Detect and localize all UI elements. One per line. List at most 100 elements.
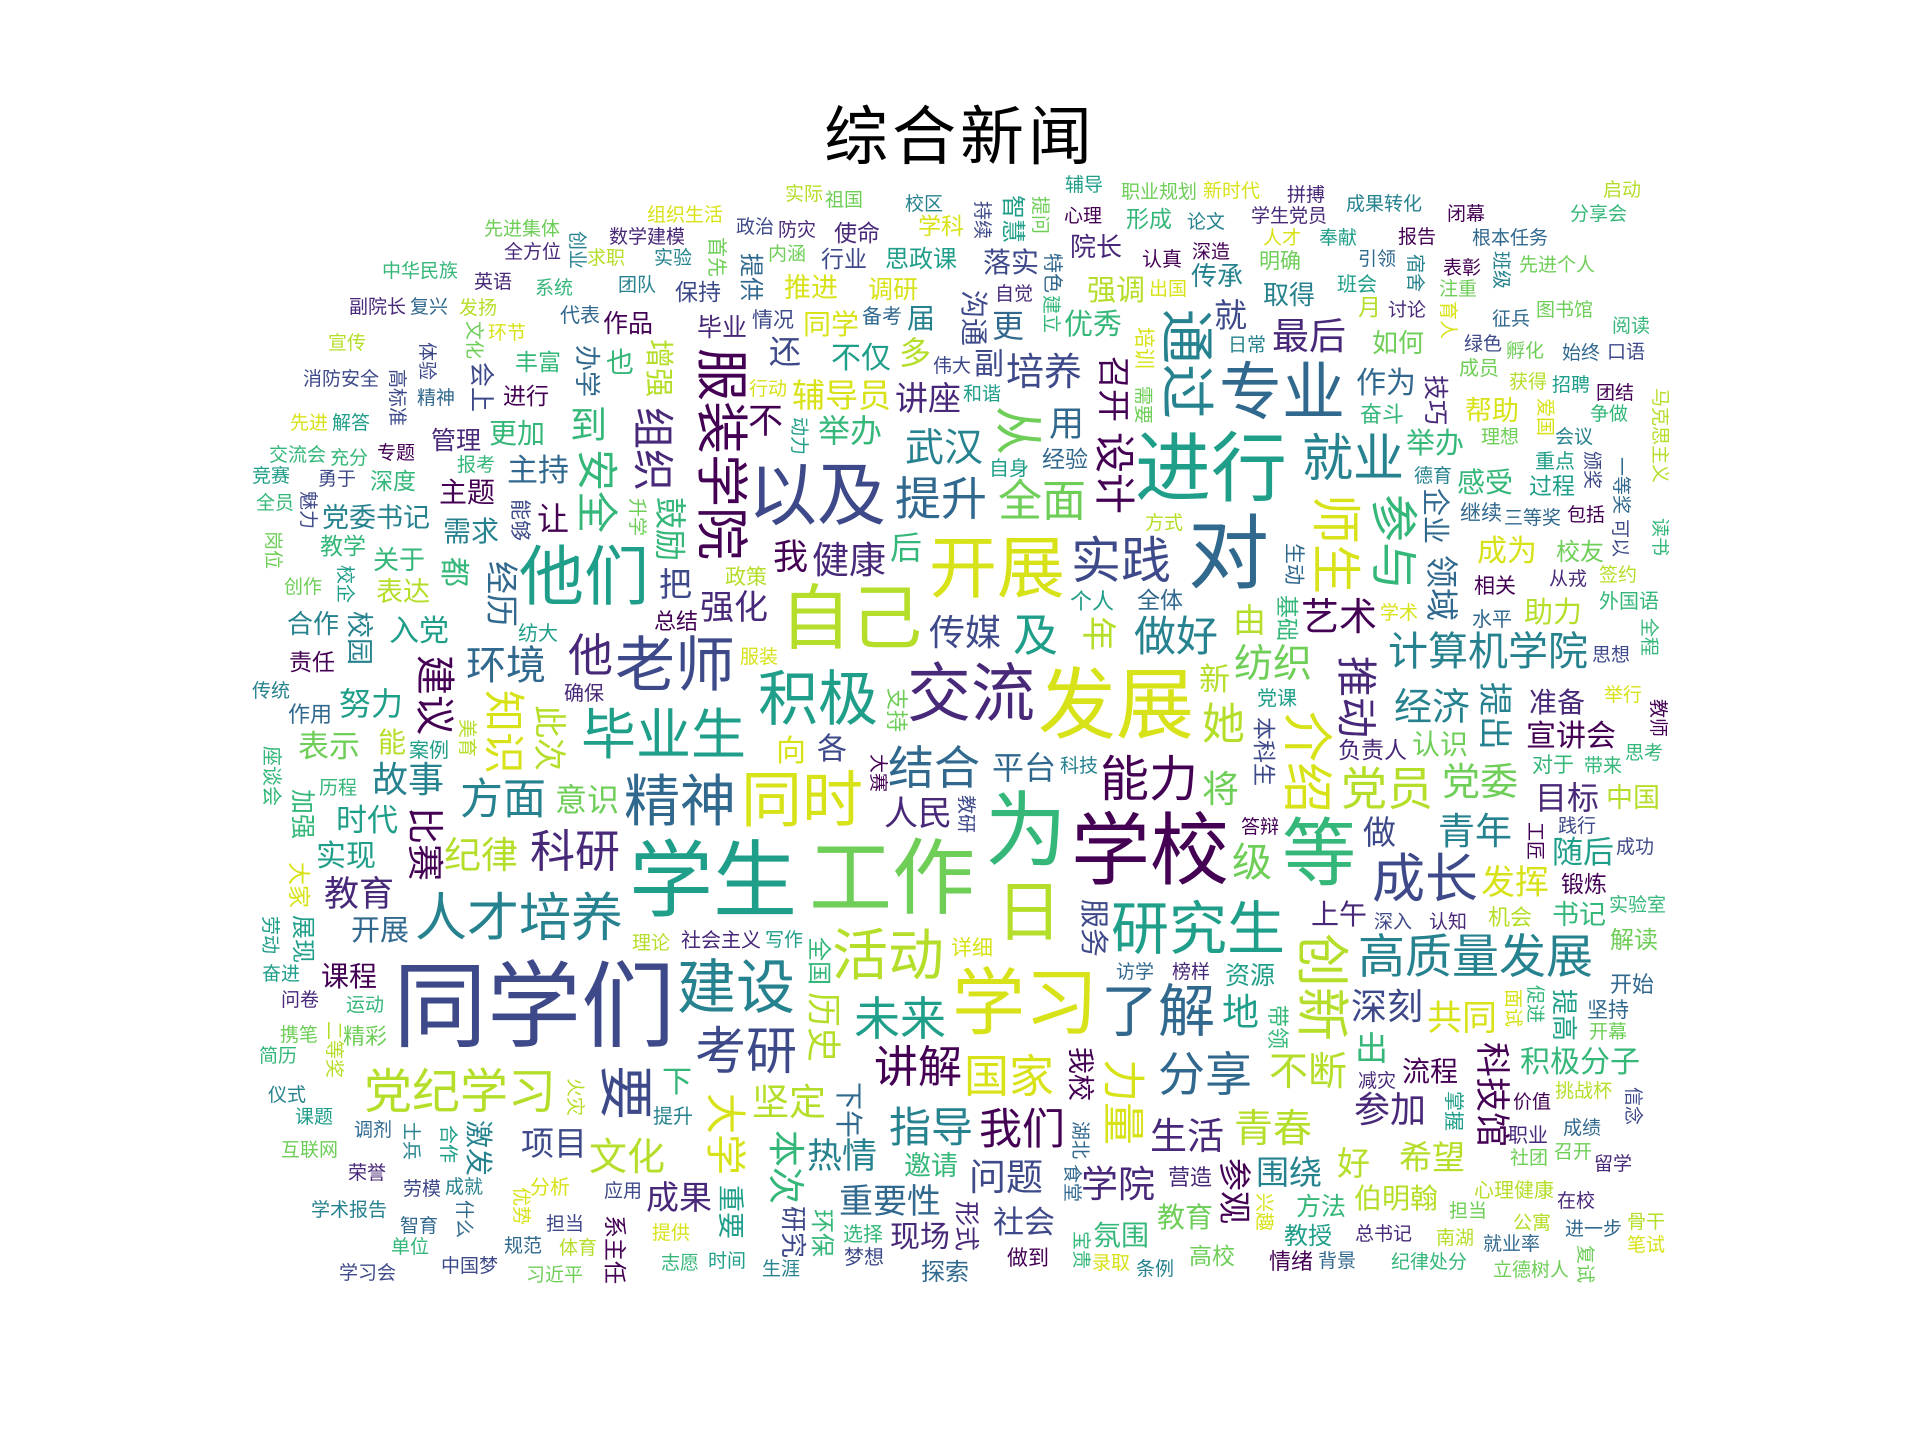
cloud-word: 开展 — [929, 530, 1066, 609]
cloud-word: 骨干 — [1627, 1211, 1666, 1233]
cloud-word: 先进 — [290, 412, 329, 434]
cloud-word: 外国语 — [1599, 589, 1659, 613]
cloud-word: 掌握 — [1441, 1091, 1466, 1131]
cloud-word: 落实 — [983, 246, 1040, 279]
cloud-word: 争做 — [1590, 403, 1629, 425]
cloud-word: 会议 — [1555, 426, 1594, 448]
cloud-word: 积极分子 — [1520, 1045, 1640, 1080]
cloud-word: 从 — [988, 406, 1046, 456]
cloud-word: 阅读 — [1612, 315, 1651, 337]
cloud-word: 取得 — [1263, 281, 1316, 311]
cloud-word: 要 — [593, 1065, 658, 1121]
cloud-word: 本科生 — [1249, 717, 1276, 786]
cloud-word: 伟大 — [933, 355, 972, 377]
cloud-word: 安全 — [572, 449, 622, 534]
cloud-word: 中华民族 — [382, 260, 459, 282]
cloud-word: 伯明翰 — [1354, 1182, 1439, 1215]
cloud-word: 闭幕 — [1447, 203, 1486, 225]
cloud-word: 全员 — [256, 492, 295, 514]
cloud-word: 调研 — [868, 275, 919, 304]
cloud-word: 企业 — [1419, 488, 1453, 545]
cloud-word: 升学 — [625, 498, 648, 537]
cloud-word: 高标准 — [385, 369, 408, 427]
cloud-word: 方法 — [1296, 1192, 1347, 1221]
cloud-word: 届 — [907, 302, 936, 335]
cloud-word: 举办 — [818, 412, 883, 450]
cloud-word: 介绍 — [1276, 711, 1336, 814]
cloud-word: 同学们 — [393, 953, 676, 1062]
cloud-word: 激发 — [462, 1120, 496, 1177]
cloud-word: 总书记 — [1355, 1223, 1413, 1245]
cloud-word: 校企 — [333, 565, 356, 604]
cloud-word: 时间 — [708, 1250, 747, 1272]
cloud-word: 日 — [996, 874, 1062, 951]
cloud-word: 科技馆 — [1470, 1042, 1511, 1148]
cloud-word: 体育 — [559, 1237, 598, 1259]
cloud-word: 关于 — [373, 546, 426, 576]
page-title: 综合新闻 — [824, 101, 1096, 175]
cloud-word: 更加 — [489, 417, 546, 450]
cloud-word: 学术报告 — [311, 1199, 388, 1221]
cloud-word: 通过 — [1154, 309, 1219, 420]
cloud-word: 举行 — [1604, 684, 1643, 706]
cloud-word: 学习 — [952, 961, 1098, 1046]
cloud-word: 年 — [1076, 616, 1117, 652]
cloud-word: 计算机学院 — [1388, 629, 1588, 675]
cloud-word: 图书馆 — [1536, 299, 1594, 321]
cloud-word: 大家 — [284, 862, 311, 908]
cloud-word: 自身 — [989, 456, 1029, 480]
cloud-word: 报告 — [1398, 226, 1437, 248]
cloud-word: 加强 — [288, 789, 317, 840]
cloud-word: 强化 — [700, 588, 768, 628]
cloud-word: 职业规划 — [1121, 181, 1198, 203]
cloud-word: 携笔 — [280, 1024, 319, 1046]
cloud-word: 历程 — [319, 777, 358, 799]
cloud-word: 下午 — [832, 1082, 866, 1139]
cloud-word: 月 — [1358, 295, 1381, 321]
cloud-word: 沟通 — [957, 290, 991, 347]
cloud-word: 选择 — [843, 1222, 883, 1246]
cloud-word: 需求 — [443, 515, 500, 548]
cloud-word: 简历 — [259, 1045, 298, 1067]
cloud-word: 党委 — [1442, 760, 1519, 804]
cloud-word: 负责人 — [1338, 738, 1407, 764]
cloud-word: 学生党员 — [1251, 205, 1328, 227]
cloud-word: 中国梦 — [441, 1255, 499, 1277]
cloud-word: 明确 — [1259, 249, 1301, 273]
cloud-word: 环境 — [466, 643, 546, 689]
cloud-word: 公寓 — [1513, 1212, 1552, 1234]
cloud-word: 留学 — [1594, 1153, 1633, 1175]
cloud-word: 时代 — [336, 803, 398, 839]
cloud-word: 数学建模 — [609, 226, 686, 248]
cloud-word: 成果 — [646, 1178, 712, 1217]
cloud-word: 成功 — [1616, 836, 1655, 858]
cloud-word: 条例 — [1136, 1258, 1175, 1280]
cloud-word: 热情 — [807, 1137, 878, 1177]
cloud-word: 了解 — [1101, 979, 1215, 1045]
cloud-word: 机会 — [1488, 906, 1533, 931]
cloud-word: 考研 — [695, 1023, 798, 1082]
cloud-word: 准备 — [1529, 686, 1586, 719]
cloud-word: 方式 — [1145, 512, 1184, 534]
cloud-word: 答辩 — [1241, 816, 1280, 838]
cloud-word: 作用 — [288, 703, 333, 728]
cloud-word: 也 — [606, 346, 635, 379]
cloud-word: 先进集体 — [484, 218, 561, 240]
cloud-word: 全程 — [1637, 618, 1660, 657]
cloud-word: 流程 — [1402, 1055, 1459, 1088]
cloud-word: 继续 — [1460, 501, 1502, 525]
cloud-word: 就业率 — [1483, 1233, 1541, 1255]
cloud-word: 求职 — [587, 247, 626, 269]
cloud-word: 精神 — [417, 387, 456, 409]
cloud-word: 书记 — [1552, 900, 1606, 931]
cloud-word: 环保 — [807, 1209, 836, 1257]
cloud-word: 社会主义 — [681, 928, 761, 952]
cloud-word: 老师 — [615, 631, 735, 701]
cloud-word: 解答 — [332, 412, 371, 434]
cloud-word: 科研 — [530, 825, 621, 878]
cloud-word: 能够 — [507, 499, 532, 541]
cloud-word: 自觉 — [995, 283, 1034, 305]
cloud-word: 党纪学习 — [364, 1064, 557, 1120]
cloud-word: 感受 — [1457, 466, 1514, 499]
cloud-word: 传承 — [1191, 262, 1244, 292]
